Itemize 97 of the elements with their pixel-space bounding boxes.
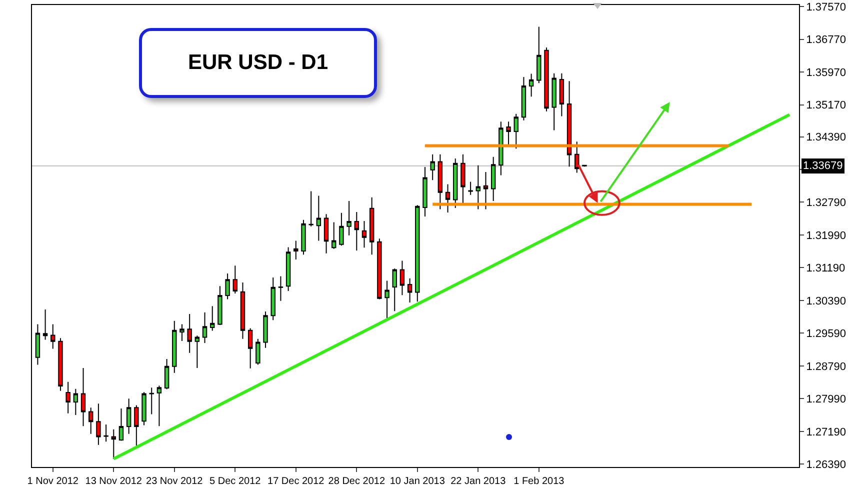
candlestick [142,392,146,426]
candlestick [400,260,405,296]
x-tick-label: 1 Feb 2013 [514,476,565,487]
y-tick-label: 1.30390 [806,295,846,308]
candlestick [415,204,420,302]
candlestick [202,312,208,344]
candlestick [126,398,132,434]
candlestick [324,214,329,254]
candlestick [460,154,466,205]
candlestick [566,80,572,168]
candlestick [476,164,481,210]
candlestick [445,184,450,213]
x-tick-label: 23 Nov 2012 [146,476,204,487]
candlestick [453,158,458,208]
candlestick [498,121,504,176]
candlestick [187,313,192,354]
candlestick [301,219,306,256]
candlestick [73,388,78,416]
y-tick-label: 1.37570 [806,1,846,14]
candlestick [369,196,374,256]
candlestick [521,76,526,121]
x-tick-label: 17 Dec 2012 [268,476,325,487]
candlestick [294,240,298,260]
candlestick [468,181,473,196]
candlestick [392,268,397,312]
candlestick [308,190,314,227]
candlestick [377,238,382,300]
candlestick [134,404,139,446]
candlestick [536,26,542,84]
candlestick [66,381,70,414]
candlestick [156,385,162,427]
candlestick [210,306,215,332]
candlestick [248,328,253,369]
candlestick [286,246,291,292]
candlestick [506,121,511,146]
candlestick [362,220,367,248]
y-tick-label: 1.32790 [806,197,846,210]
candlestick [96,403,101,446]
candlestick [270,277,276,321]
candlestick [180,324,184,342]
candlestick [559,72,564,117]
candlestick [407,278,412,303]
candlestick [149,387,154,415]
candlestick [384,280,390,319]
text: EUR USD - D1 [139,28,377,98]
candlestick [346,200,352,236]
y-tick-label: 1.29590 [806,328,846,340]
candlestick [225,272,230,300]
y-tick-label: 1.34390 [806,132,846,144]
candlestick [263,311,268,348]
candlestick [172,320,177,374]
candlestick [354,212,360,252]
candlestick [35,324,40,366]
candlestick [80,367,86,427]
candlestick [256,338,260,366]
x-tick-label: 13 Nov 2012 [85,476,142,487]
candlestick [574,141,580,174]
ref-line-label: 1.33679 [803,160,843,172]
candlestick [58,338,63,392]
y-tick-label: 1.31990 [806,230,846,242]
candlestick [104,424,108,442]
candlestick [42,308,48,340]
candlestick [552,72,556,131]
candlestick [240,282,246,340]
y-tick-label: 1.26390 [806,458,846,471]
x-tick-label: 10 Jan 2013 [390,476,446,487]
x-tick-label: 28 Dec 2012 [328,476,386,487]
candlestick [490,156,496,202]
candlestick [528,73,534,98]
y-tick-label: 1.27190 [806,426,846,438]
y-tick-label: 1.36770 [806,34,846,46]
y-tick-label: 1.35170 [806,100,846,112]
candlestick [339,212,344,246]
candlestick [232,265,238,294]
candlestick [514,113,518,150]
y-tick-label: 1.35970 [806,66,846,79]
candlestick [278,276,284,302]
candlestick [111,428,116,460]
candlestick [118,408,124,442]
candlestick [316,195,322,242]
candlestick [422,166,428,218]
candlestick [218,286,222,326]
x-tick-label: 5 Dec 2012 [210,476,262,487]
y-tick-label: 1.28790 [806,360,846,373]
candlestick [332,222,336,250]
x-tick-label: 1 Nov 2012 [27,476,79,487]
y-tick-label: 1.27990 [806,394,846,406]
y-tick-label: 1.31190 [806,262,846,275]
candlestick [430,154,435,181]
candlestick [88,407,94,434]
x-tick-label: 22 Jan 2013 [450,476,506,487]
candlestick [164,358,170,390]
candlestick [50,324,56,350]
candlestick [438,154,443,210]
candlestick [483,171,488,210]
candlestick [544,47,549,112]
candlestick [194,335,200,368]
